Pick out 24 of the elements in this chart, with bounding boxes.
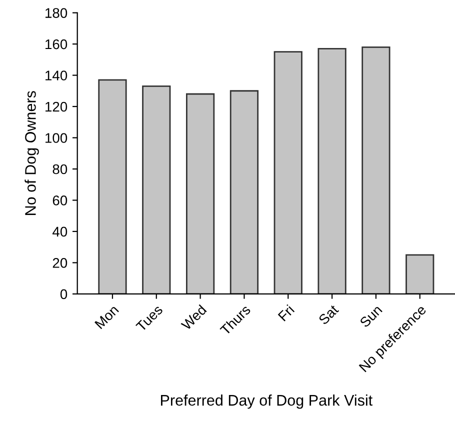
x-tick-label: Tues [136, 304, 164, 332]
y-axis-title: No of Dog Owners [24, 91, 39, 215]
y-tick-label: 0 [60, 289, 68, 300]
bar [186, 93, 215, 294]
y-tick-label: 160 [46, 39, 68, 50]
y-tick-label: 120 [46, 102, 68, 112]
y-tick-label: 20 [52, 258, 68, 268]
bar [230, 90, 259, 294]
y-tick-label: 60 [52, 196, 68, 206]
x-tick-label: Sat [318, 304, 340, 326]
bar [142, 86, 171, 294]
bar [406, 254, 434, 294]
bar [362, 46, 390, 294]
y-tick-label: 80 [52, 164, 68, 174]
bar [98, 79, 127, 294]
y-tick-label: 140 [46, 70, 68, 80]
x-axis-title: Preferred Day of Dog Park Visit [161, 394, 372, 409]
x-tick-label: Fri [277, 304, 295, 322]
y-tick-label: 40 [52, 226, 68, 237]
x-tick-label: Mon [94, 304, 120, 330]
y-tick-label: 100 [46, 133, 68, 143]
bar [318, 48, 346, 294]
y-tick-label: 180 [46, 8, 68, 18]
bar [274, 51, 302, 294]
